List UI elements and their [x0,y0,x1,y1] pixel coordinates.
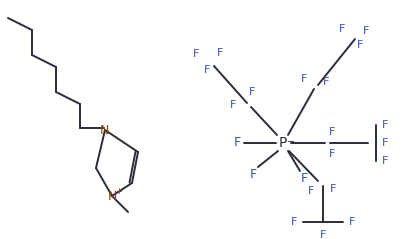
Text: F: F [363,26,369,36]
Text: F: F [308,186,314,196]
Text: F: F [320,230,326,239]
Text: F: F [301,173,307,185]
Text: F: F [329,149,335,159]
Text: F: F [193,49,199,59]
Text: N: N [107,190,117,202]
Text: P: P [279,136,287,150]
Text: +: + [115,188,122,196]
Text: F: F [249,168,256,181]
Text: F: F [233,136,241,150]
Text: F: F [230,100,236,110]
Text: F: F [301,74,307,84]
Text: F: F [249,87,255,97]
Text: −: − [287,137,295,147]
Text: F: F [382,156,388,166]
Text: F: F [382,120,388,130]
Text: F: F [291,217,297,227]
Text: F: F [349,217,355,227]
Text: F: F [329,127,335,137]
Text: F: F [339,24,345,34]
Text: F: F [204,65,210,75]
Text: N: N [99,124,109,136]
Text: F: F [323,77,329,87]
Text: F: F [357,40,363,50]
Text: F: F [217,48,223,58]
Text: F: F [330,184,336,194]
Text: F: F [382,138,388,148]
